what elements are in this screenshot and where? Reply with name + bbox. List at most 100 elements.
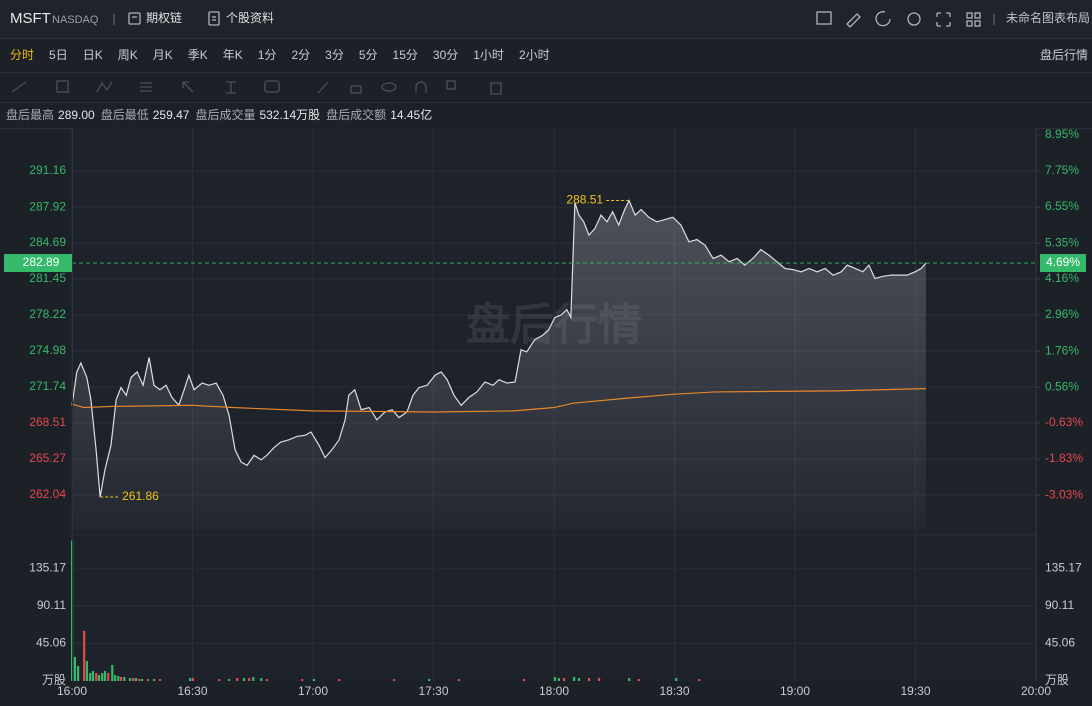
volume-bar (312, 678, 316, 681)
volume-bar (89, 672, 92, 681)
settings-icon[interactable] (907, 12, 921, 26)
period-tab[interactable]: 月K (153, 48, 173, 62)
profile-icon[interactable] (208, 11, 220, 26)
volume-bar (103, 670, 107, 681)
last-price-box (4, 254, 72, 273)
tool-icon[interactable] (415, 81, 427, 93)
y-tick-label: 262.04 (29, 487, 66, 501)
option-chain-icon[interactable] (128, 12, 141, 25)
period-tab[interactable]: 2分 (291, 48, 310, 62)
tool-icon[interactable] (490, 82, 502, 95)
volume-bar (338, 678, 341, 681)
after-hours-tab[interactable]: 盘后行情 (1040, 47, 1088, 62)
drawing-tools (11, 80, 502, 95)
last-change-label: 4.69% (1046, 255, 1080, 269)
period-tab[interactable]: 分时 (10, 48, 34, 62)
chart-icon[interactable] (816, 11, 832, 25)
volume-bar (637, 678, 640, 681)
last-change-box (1040, 254, 1086, 273)
tool-icon[interactable] (11, 81, 27, 93)
edit-icon[interactable] (846, 13, 861, 28)
period-tab[interactable]: 1小时 (473, 48, 504, 62)
tool-icon[interactable] (264, 80, 280, 93)
y2-tick-label: 2.96% (1045, 307, 1079, 321)
y2-tick-label: 1.76% (1045, 343, 1079, 357)
volume-bar (123, 676, 126, 681)
volume-bar (577, 677, 581, 681)
tool-icon[interactable] (350, 85, 362, 94)
price-line (71, 199, 927, 498)
last-price-label: 282.89 (23, 255, 60, 269)
volume-bar (698, 678, 701, 681)
volume-tick-label: 135.17 (29, 560, 66, 574)
profile-link[interactable]: 个股资料 (226, 11, 274, 25)
volume-bar (242, 677, 246, 681)
stat-label: 盘后最低 (101, 107, 149, 122)
tool-icon[interactable] (56, 80, 69, 93)
volume-bar (91, 670, 95, 681)
period-tab[interactable]: 年K (223, 48, 243, 62)
volume-bar (228, 678, 231, 681)
tool-icon[interactable] (140, 82, 152, 92)
period-tab[interactable]: 5日 (49, 48, 68, 62)
volume-bar (557, 677, 561, 681)
stat-label: 盘后成交量 (195, 107, 255, 122)
volume-bar (83, 630, 86, 681)
layout-icon[interactable] (966, 12, 981, 27)
volume-bar (428, 678, 431, 681)
stat-label: 盘后最高 (6, 107, 54, 122)
layout-name[interactable]: 未命名图表布局 (1006, 10, 1090, 25)
period-tab[interactable]: 2小时 (519, 48, 550, 62)
tool-icon[interactable] (182, 81, 194, 93)
volume-bar (152, 678, 156, 681)
period-tab[interactable]: 15分 (393, 48, 418, 62)
volume-bar (553, 676, 557, 681)
volume-bar (628, 677, 631, 681)
stat-value: 14.45亿 (390, 107, 432, 122)
volume-bar (191, 677, 195, 681)
option-chain-link[interactable]: 期权链 (146, 10, 182, 25)
volume-bar (101, 672, 104, 681)
period-tab[interactable]: 日K (83, 48, 103, 62)
volume-bar (158, 678, 162, 681)
y-tick-label: 265.27 (29, 451, 66, 465)
volume-bar (95, 672, 98, 681)
tool-icon[interactable] (317, 81, 329, 94)
y2-tick-label: -1.83% (1045, 451, 1083, 465)
volume-bar (97, 674, 101, 681)
x-tick-label: 17:00 (298, 684, 328, 698)
period-tab[interactable]: 30分 (433, 48, 458, 62)
refresh-icon[interactable] (875, 11, 891, 27)
stat-value: 532.14万股 (259, 108, 320, 122)
period-tab[interactable]: 1分 (258, 48, 277, 62)
x-tick-label: 17:30 (418, 684, 448, 698)
stat-value: 259.47 (153, 108, 190, 122)
y-tick-label: 284.69 (29, 235, 66, 249)
volume-bar (260, 677, 263, 681)
fullscreen-icon[interactable] (936, 12, 951, 27)
x-tick-label: 20:00 (1021, 684, 1051, 698)
x-tick-label: 19:30 (900, 684, 930, 698)
tool-icon[interactable] (96, 81, 113, 93)
volume-bar (117, 675, 120, 681)
y2-tick-label: 8.95% (1045, 127, 1079, 141)
period-tab[interactable]: 5分 (359, 48, 378, 62)
stat-label: 盘后成交额 (326, 107, 386, 122)
tool-icon[interactable] (226, 81, 236, 94)
exchange: NASDAQ (52, 14, 99, 26)
y2-tick-label: -0.63% (1045, 415, 1083, 429)
period-tab[interactable]: 季K (188, 48, 208, 62)
x-tick-label: 16:00 (57, 684, 87, 698)
annotation-label: 288.51 (566, 193, 603, 207)
period-tab[interactable]: 周K (118, 48, 138, 62)
stat-value: 289.00 (58, 108, 95, 122)
annotation-label: 261.86 (122, 489, 159, 503)
tool-icon[interactable] (381, 82, 397, 92)
average-line (71, 388, 926, 413)
volume-bar (134, 677, 138, 681)
tool-icon[interactable] (446, 80, 456, 90)
y-tick-label: 271.74 (29, 379, 66, 393)
period-tab[interactable]: 3分 (325, 48, 344, 62)
toolbar-icons (816, 11, 981, 28)
